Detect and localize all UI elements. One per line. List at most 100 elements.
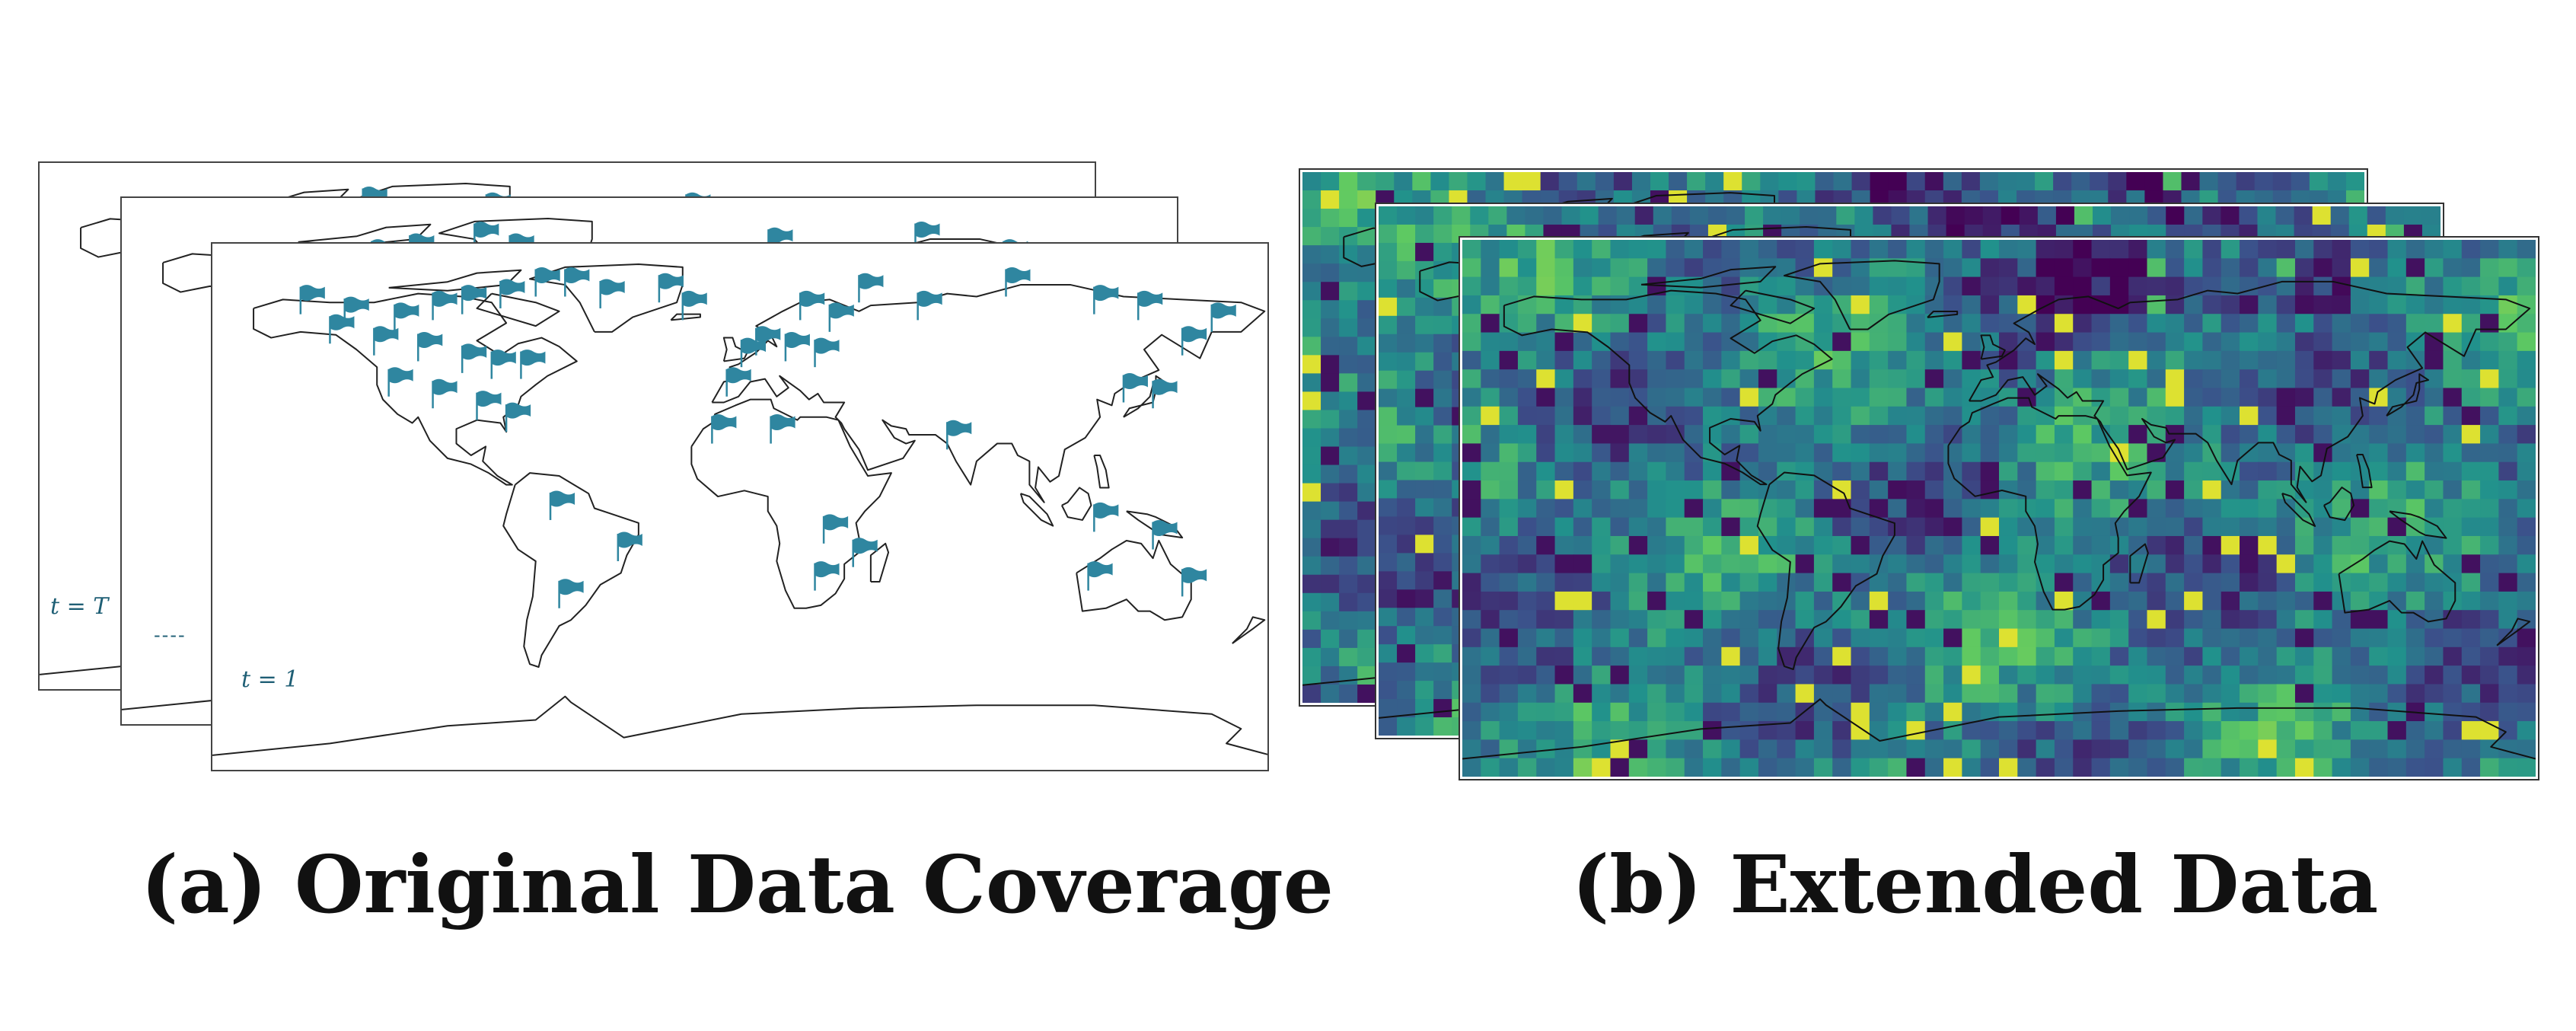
heatmap-cell	[1610, 350, 1630, 370]
heatmap-cell	[1869, 628, 1889, 648]
heatmap-cell	[2147, 628, 2166, 648]
heatmap-cell	[1684, 332, 1704, 352]
heatmap-cell	[2202, 591, 2222, 611]
heatmap-cell	[2109, 406, 2129, 426]
heatmap-cell	[1397, 461, 1416, 481]
heatmap-cell	[1580, 206, 1599, 225]
heatmap-cell	[2240, 646, 2259, 666]
heatmap-cell	[2221, 628, 2240, 648]
heatmap-cell	[1462, 406, 1481, 426]
heatmap-cell	[1302, 172, 1321, 191]
heatmap-cell	[1758, 295, 1777, 314]
heatmap-cell	[1813, 573, 1833, 592]
heatmap-cell	[1379, 535, 1398, 554]
heatmap-cell	[1647, 573, 1667, 592]
heatmap-cell	[1357, 337, 1376, 356]
heatmap-cell	[2202, 610, 2222, 630]
heatmap-cell	[1433, 352, 1452, 372]
heatmap-cell	[2332, 240, 2351, 259]
heatmap-cell	[1573, 332, 1592, 352]
heatmap-cell	[1536, 666, 1556, 685]
heatmap-cell	[1573, 646, 1592, 666]
heatmap-cell	[2313, 295, 2333, 314]
heatmap-cell	[2387, 314, 2407, 334]
heatmap-cell	[2257, 206, 2277, 225]
heatmap-cell	[2421, 206, 2441, 225]
heatmap-cell	[1592, 610, 1612, 630]
heatmap-cell	[1481, 535, 1500, 555]
heatmap-cell	[2036, 406, 2055, 426]
heatmap-cell	[2165, 517, 2185, 537]
heatmap-cell	[1592, 517, 1612, 537]
heatmap-cell	[1795, 258, 1815, 278]
heatmap-cell	[1536, 610, 1556, 630]
heatmap-cell	[1628, 425, 1648, 445]
heatmap-cell	[1703, 499, 1722, 519]
heatmap-cell	[1379, 608, 1398, 627]
heatmap-cell	[1924, 443, 1944, 463]
heatmap-cell	[2332, 332, 2351, 352]
heatmap-cell	[1302, 647, 1321, 667]
heatmap-cell	[1379, 498, 1398, 518]
heatmap-cell	[1302, 391, 1321, 411]
heatmap-cell	[1813, 684, 1833, 704]
heatmap-cell	[1647, 535, 1667, 555]
heatmap-cell	[1379, 297, 1398, 317]
heatmap-cell	[2345, 172, 2364, 191]
heatmap-cell	[2036, 628, 2055, 648]
heatmap-cell	[2350, 369, 2370, 389]
heatmap-cell	[1666, 517, 1685, 537]
heatmap-cell	[2147, 295, 2166, 314]
heatmap-cell	[1628, 499, 1648, 519]
heatmap-cell	[2387, 573, 2407, 592]
heatmap-cell	[2109, 480, 2129, 500]
heatmap-cell	[2073, 332, 2093, 352]
heatmap-cell	[1610, 258, 1630, 278]
heatmap-cell	[2367, 206, 2386, 225]
heatmap-cell	[1499, 554, 1519, 574]
station-flag-icon	[387, 367, 413, 397]
heatmap-cell	[1758, 666, 1777, 685]
heatmap-cell	[1415, 443, 1434, 463]
heatmap-cell	[1703, 314, 1722, 334]
heatmap-cell	[1832, 554, 1852, 574]
heatmap-cell	[2129, 206, 2148, 225]
heatmap-cell	[1592, 295, 1612, 314]
heatmap-cell	[1721, 499, 1741, 519]
heatmap-cell	[2054, 480, 2074, 500]
heatmap-cell	[1721, 480, 1741, 500]
heatmap-cell	[2091, 443, 2111, 463]
heatmap-cell	[2369, 332, 2389, 352]
heatmap-cell	[1517, 240, 1537, 259]
heatmap-cell	[1980, 499, 2000, 519]
heatmap-cell	[1598, 206, 1618, 225]
heatmap-cell	[2405, 461, 2425, 481]
station-flag-icon	[432, 378, 457, 409]
heatmap-cell	[1888, 314, 1908, 334]
heatmap-cell	[1379, 516, 1398, 535]
heatmap-cell	[1397, 553, 1416, 572]
heatmap-cell	[1631, 172, 1651, 191]
heatmap-cell	[1997, 172, 2017, 191]
heatmap-cell	[1536, 295, 1556, 314]
heatmap-cell	[1321, 684, 1340, 703]
heatmap-cell	[1924, 554, 1944, 574]
heatmap-cell	[2165, 573, 2185, 592]
heatmap-cell	[1795, 443, 1815, 463]
coastline-9	[1019, 493, 1054, 527]
heatmap-cell	[2313, 240, 2333, 259]
heatmap-cell	[2073, 276, 2093, 296]
heatmap-cell	[1321, 556, 1340, 576]
heatmap-cell	[2517, 573, 2536, 592]
heatmap-cell	[1302, 282, 1321, 301]
heatmap-cell	[2332, 461, 2351, 481]
heatmap-cell	[1980, 517, 2000, 537]
heatmap-cell	[2184, 443, 2204, 463]
heatmap-cell	[1888, 388, 1908, 407]
heatmap-cell	[1813, 628, 1833, 648]
heatmap-cell	[1739, 499, 1759, 519]
heatmap-cell	[1536, 258, 1556, 278]
heatmap-cell	[2073, 443, 2093, 463]
heatmap-cell	[1777, 350, 1797, 370]
heatmap-cell	[2350, 332, 2370, 352]
